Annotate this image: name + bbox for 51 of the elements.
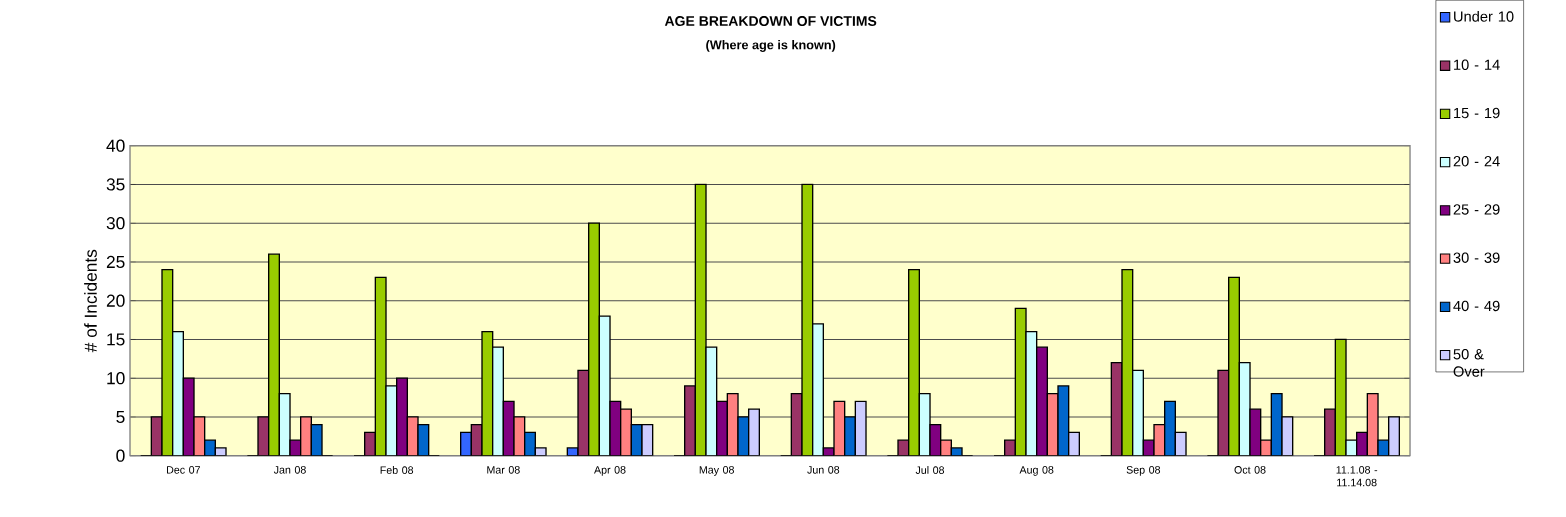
y-tick-label: 30 (106, 217, 125, 230)
x-tick-label: Aug 08 (1019, 466, 1054, 476)
y-tick-label: 15 (107, 333, 125, 346)
bar (844, 416, 857, 456)
y-tick-label: 25 (106, 255, 125, 269)
bar (1132, 369, 1145, 456)
bar (1164, 400, 1177, 456)
x-tick-label: Jun 08 (807, 466, 840, 474)
legend-label: Under 10 (1454, 11, 1514, 22)
x-tick-label: Apr 08 (594, 466, 626, 476)
bar (1388, 416, 1401, 456)
bar (716, 400, 729, 456)
bar (684, 385, 697, 456)
bar (172, 331, 185, 456)
bar (812, 323, 825, 456)
bar (908, 269, 921, 456)
x-tick-label: Jul 08 (915, 466, 945, 475)
bar (1228, 276, 1241, 456)
y-tick-label: 35 (106, 178, 125, 191)
legend-label: 25 - 29 (1453, 204, 1500, 215)
bar (268, 253, 281, 456)
y-tick-label: 0 (116, 449, 125, 462)
bar (492, 346, 505, 456)
x-tick-label: Oct 08 (1234, 466, 1266, 474)
chart-title: AGE BREAKDOWN OF VICTIMS (664, 16, 877, 27)
legend-label: 30 - 39 (1453, 252, 1500, 264)
x-tick-label: Sep 08 (1126, 466, 1161, 476)
y-tick-label: 5 (116, 411, 125, 424)
x-tick-label: Mar 08 (487, 466, 520, 474)
legend-label: 50 & Over (1453, 349, 1485, 377)
bar (1036, 347, 1048, 456)
bar (620, 408, 633, 456)
y-tick-label: 20 (106, 294, 125, 307)
x-tick-label: 11.1.08 - 11.14.08 (1336, 466, 1378, 487)
x-tick-label: Jan 08 (273, 466, 306, 474)
bar (396, 377, 409, 456)
bar (300, 416, 313, 456)
legend-label: 40 - 49 (1453, 300, 1500, 312)
bar (588, 222, 601, 456)
chart-subtitle: (Where age is known) (706, 40, 836, 53)
y-axis-title: # of Incidents (84, 249, 97, 353)
bar (1324, 408, 1337, 456)
y-tick-label: 10 (107, 372, 125, 385)
x-tick-label: Dec 07 (167, 466, 200, 474)
x-tick-label: May 08 (699, 466, 734, 476)
y-tick-label: 40 (106, 139, 125, 152)
x-tick-label: Feb 08 (380, 466, 414, 475)
legend-label: 15 - 19 (1454, 107, 1500, 119)
legend-label: 10 - 14 (1454, 59, 1500, 71)
bar (748, 408, 761, 456)
legend-label: 20 - 24 (1453, 156, 1500, 167)
